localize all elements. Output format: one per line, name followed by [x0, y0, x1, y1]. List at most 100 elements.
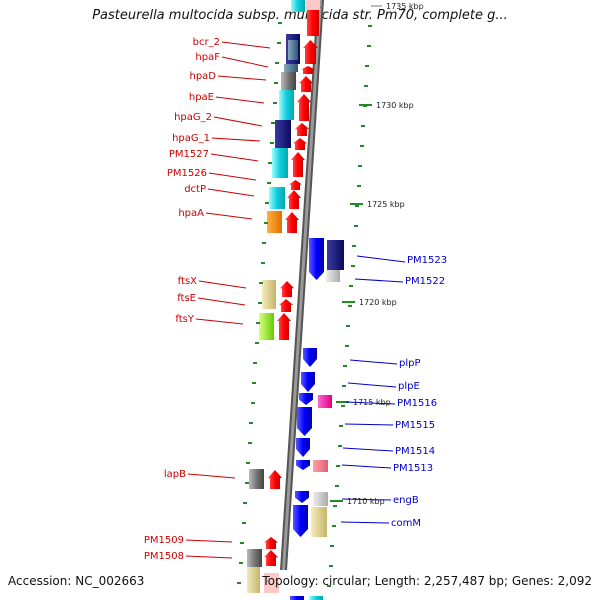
forward-strand: [264, 0, 321, 566]
gene-label-PM1527: PM1527: [169, 149, 259, 162]
svg-text:PM1526: PM1526: [167, 168, 207, 179]
top-partial-features: [291, 0, 320, 12]
scale-tick: [258, 302, 262, 304]
svg-text:comM: comM: [391, 518, 421, 529]
svg-text:PM1509: PM1509: [144, 535, 184, 546]
scale-label: 1710 kbp: [347, 497, 385, 506]
gene-label-ftsX: ftsX: [178, 276, 247, 289]
scale-tick: [355, 205, 359, 207]
forward-gene-arrow[interactable]: [297, 94, 311, 121]
reverse-gene-arrow[interactable]: [303, 348, 317, 367]
forward-gene-arrow[interactable]: [287, 190, 301, 209]
scale-tick: [273, 102, 277, 104]
scale-tick: [360, 145, 364, 147]
gene-label-PM1522: PM1522: [354, 276, 445, 287]
forward-gene-arrow[interactable]: [303, 40, 318, 64]
svg-text:PM1527: PM1527: [169, 149, 209, 160]
scale-tick: [248, 442, 252, 444]
svg-text:plpE: plpE: [398, 381, 420, 392]
svg-text:hpaG_1: hpaG_1: [172, 133, 210, 144]
scale-tick: [267, 182, 271, 184]
scale-tick: [346, 325, 350, 327]
scale-tick: [240, 542, 244, 544]
reverse-gene-arrow[interactable]: [301, 372, 315, 392]
reverse-gene-arrow[interactable]: [296, 438, 310, 457]
scale-label: 1720 kbp: [359, 298, 397, 307]
reverse-gene-arrow[interactable]: [296, 460, 310, 470]
svg-text:hpaA: hpaA: [178, 208, 204, 219]
genome-backbone: [280, 0, 324, 570]
svg-text:PM1516: PM1516: [397, 398, 437, 409]
forward-gene-arrow[interactable]: [295, 123, 309, 136]
scale-tick: [354, 225, 358, 227]
scale-tick: [352, 245, 356, 247]
svg-text:plpP: plpP: [399, 358, 421, 369]
scale-tick: [345, 345, 349, 347]
scale-tick: [255, 342, 259, 344]
svg-text:PM1515: PM1515: [395, 420, 435, 431]
forward-gene-arrow[interactable]: [285, 212, 299, 233]
svg-text:PM1522: PM1522: [405, 276, 445, 287]
forward-gene-arrow[interactable]: [264, 537, 278, 549]
gene-label-PM1516: PM1516: [345, 398, 437, 409]
scale-tick: [335, 485, 339, 487]
scale-tick: [358, 165, 362, 167]
gene-label-hpaG-1: hpaG_1: [172, 133, 261, 144]
forward-gene-arrow[interactable]: [264, 550, 278, 566]
gene-label-ftsY: ftsY: [175, 314, 244, 325]
left-gene-labels[interactable]: bcr_2 hpaF hpaD hpaE hpaG_2 hpaG_1 PM152…: [144, 37, 271, 562]
reverse-gene-arrow[interactable]: [293, 505, 308, 537]
svg-text:engB: engB: [393, 495, 419, 506]
genome-summary-text: Topology: circular; Length: 2,257,487 bp…: [262, 574, 592, 588]
gene-label-plpE: plpE: [347, 381, 420, 392]
gene-label-lapB: lapB: [164, 469, 236, 480]
scale-tick: [252, 382, 256, 384]
svg-text:ftsY: ftsY: [175, 314, 194, 325]
scale-tick: [336, 465, 340, 467]
forward-gene-arrow[interactable]: [268, 470, 282, 489]
svg-text:PM1508: PM1508: [144, 551, 184, 562]
forward-gene-arrow[interactable]: [279, 299, 293, 312]
forward-gene-arrow[interactable]: [299, 76, 313, 92]
scale-ticks: [237, 22, 372, 587]
map-title: Pasteurella multocida subsp. multocida s…: [92, 8, 508, 23]
gene-label-ftsE: ftsE: [177, 293, 246, 306]
scale-tick: [365, 65, 369, 67]
forward-gene-arrow[interactable]: [293, 138, 307, 150]
scale-tick: [264, 222, 268, 224]
reverse-gene-arrow[interactable]: [299, 393, 313, 405]
gene-label-PM1514: PM1514: [342, 446, 435, 457]
reverse-strand: [293, 238, 324, 537]
scale-tick: [277, 42, 281, 44]
gene-label-PM1508: PM1508: [144, 551, 233, 562]
scale-tick: [329, 565, 333, 567]
feature-ring: [247, 34, 344, 600]
scale-tick: [342, 385, 346, 387]
gene-label-hpaF: hpaF: [195, 52, 269, 68]
gene-label-bcr-2: bcr_2: [193, 37, 271, 49]
scale-tick: [253, 362, 257, 364]
scale-tick: [339, 425, 343, 427]
scale-tick: [357, 185, 361, 187]
forward-gene-arrow[interactable]: [291, 152, 305, 177]
scale-tick: [249, 422, 253, 424]
scale-tick: [246, 462, 250, 464]
svg-text:hpaG_2: hpaG_2: [174, 112, 212, 123]
scale-tick: [341, 405, 345, 407]
reverse-gene-arrow[interactable]: [295, 491, 309, 503]
forward-gene-arrow[interactable]: [289, 180, 302, 190]
reverse-gene-arrow[interactable]: [297, 407, 312, 436]
scale-tick: [349, 285, 353, 287]
forward-gene-arrow[interactable]: [280, 281, 294, 297]
svg-text:hpaE: hpaE: [189, 92, 214, 103]
gene-label-hpaE: hpaE: [189, 92, 265, 104]
forward-gene-arrow[interactable]: [301, 66, 315, 74]
reverse-gene-arrow[interactable]: [309, 238, 324, 280]
forward-gene-arrow[interactable]: [277, 313, 291, 340]
gene-label-hpaG-2: hpaG_2: [174, 112, 263, 127]
scale-tick: [262, 242, 266, 244]
right-gene-labels[interactable]: PM1523 PM1522 plpP plpE PM1516 PM1515 PM…: [340, 255, 447, 529]
scale-tick: [333, 505, 337, 507]
gene-label-PM1509: PM1509: [144, 535, 233, 546]
